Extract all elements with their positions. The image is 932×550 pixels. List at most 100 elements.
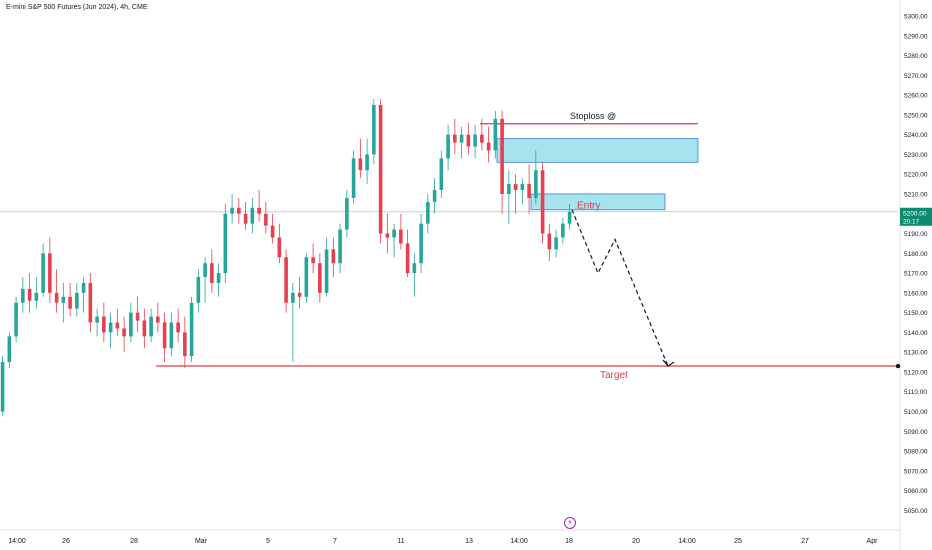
x-tick-label: Apr [867, 538, 879, 545]
candle-body [68, 296, 72, 309]
y-tick-label: 5150.00 [904, 310, 928, 317]
y-tick-label: 5140.00 [904, 330, 928, 337]
candle-body [7, 336, 12, 363]
candle-body [426, 201, 430, 224]
candle-body [351, 158, 356, 198]
lightning-bolt-icon[interactable]: ⚡ [564, 517, 576, 529]
y-tick-label: 5220.00 [904, 172, 928, 179]
candle-body [203, 263, 207, 278]
x-tick-label: 14:00 [8, 538, 26, 545]
candle-body [21, 288, 25, 303]
candle-body [257, 207, 261, 214]
candle-body [237, 207, 241, 214]
candle-body [567, 211, 572, 224]
candle [223, 203, 228, 283]
candle [513, 174, 518, 214]
candle-body [156, 316, 160, 323]
candle [372, 99, 376, 165]
y-tick-label: 5280.00 [904, 53, 928, 60]
y-tick-label: 5240.00 [904, 132, 928, 139]
candle [75, 282, 79, 317]
y-tick-label: 5120.00 [904, 369, 928, 376]
candle [297, 277, 302, 309]
candle [250, 197, 255, 234]
candle-body [304, 257, 309, 297]
candle [338, 223, 342, 274]
candle-body [61, 296, 66, 303]
y-tick-label: 5180.00 [904, 251, 928, 258]
y-tick-label: 5100.00 [904, 409, 928, 416]
candle [243, 201, 248, 230]
candle [345, 190, 349, 238]
candle [331, 237, 336, 278]
candle [189, 296, 194, 363]
candle [21, 277, 25, 313]
candle [264, 201, 268, 234]
candle-body [270, 225, 275, 238]
x-tick-label: 7 [333, 538, 337, 545]
candle-body [473, 134, 477, 147]
last-price-value: 5200.00 [903, 210, 927, 217]
candle [284, 249, 288, 313]
candle [547, 223, 552, 262]
candle [358, 138, 363, 179]
y-tick-label: 5160.00 [904, 290, 928, 297]
candle-body [561, 223, 565, 238]
candle-body [480, 134, 484, 143]
y-tick-label: 5070.00 [904, 468, 928, 475]
candle-body [149, 316, 153, 337]
supply-zone [496, 138, 699, 163]
candle [311, 243, 315, 274]
y-tick-label: 5250.00 [904, 112, 928, 119]
last-price-countdown: 20:17 [903, 218, 920, 225]
candle [14, 296, 18, 343]
candle-body [507, 184, 511, 194]
candle [41, 243, 45, 297]
candle-body [392, 229, 396, 238]
candle [304, 253, 309, 303]
last-price-badge [900, 207, 932, 226]
x-tick-label: 27 [801, 538, 809, 545]
candle [176, 308, 180, 343]
candle-body [527, 184, 531, 198]
candle-body [291, 292, 295, 303]
y-tick-label: 5060.00 [904, 488, 928, 495]
candle [473, 124, 477, 159]
candle-body [54, 292, 59, 303]
candle [527, 164, 531, 214]
candle-body [324, 249, 329, 293]
candle-body [189, 302, 194, 357]
candle [142, 308, 147, 349]
candle-body [534, 170, 538, 198]
candle-body [81, 282, 86, 293]
candle [324, 237, 329, 297]
y-tick-label: 5080.00 [904, 449, 928, 456]
candle-body [513, 184, 518, 191]
y-tick-label: 5290.00 [904, 33, 928, 40]
stoploss-label: Stoploss @ [570, 111, 616, 121]
candle [291, 282, 295, 363]
candle-body [297, 292, 302, 297]
y-tick-label: 5260.00 [904, 93, 928, 100]
x-tick-label: 26 [62, 538, 70, 545]
candle [54, 269, 59, 313]
y-tick-label: 5170.00 [904, 271, 928, 278]
candle [196, 269, 201, 313]
candle [466, 122, 471, 155]
candle [81, 277, 86, 313]
candle-body [48, 253, 52, 293]
candle [351, 150, 356, 204]
candle-body [0, 362, 5, 412]
candle [486, 126, 491, 163]
candle-body [405, 243, 410, 274]
candle [108, 312, 113, 349]
candle-body [264, 213, 268, 226]
candle-body [27, 288, 32, 301]
candle-body [34, 292, 39, 301]
candle [95, 308, 99, 337]
x-tick-label: 28 [130, 538, 138, 545]
candle [115, 308, 120, 337]
candle-body [486, 142, 491, 151]
